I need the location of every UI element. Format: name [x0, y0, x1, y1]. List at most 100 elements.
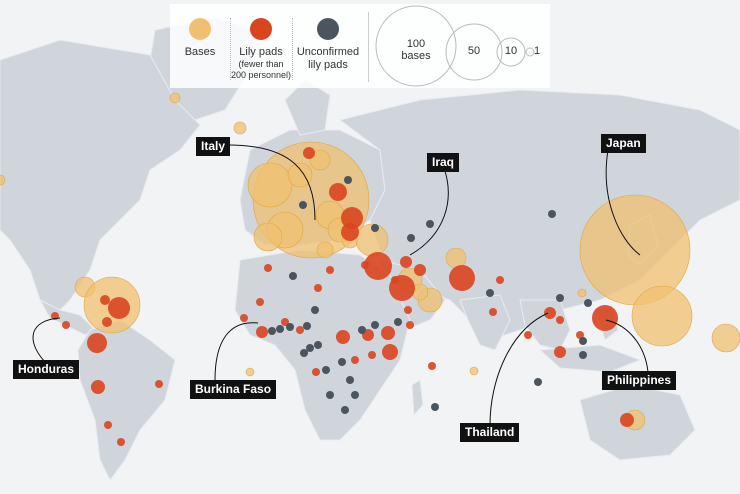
- label-honduras: Honduras: [13, 360, 80, 379]
- lily-pad-bubble: [524, 331, 532, 339]
- size-circle-1: [525, 47, 535, 57]
- unconfirmed-lily-pad-bubble: [303, 322, 311, 330]
- legend-separator: [230, 18, 231, 80]
- size-circle-10: [496, 37, 526, 67]
- size-label-50: 50: [467, 45, 481, 57]
- lily-pad-bubble: [303, 147, 315, 159]
- unconfirmed-lily-pad-bubble: [556, 294, 564, 302]
- unconfirmed-lily-pad-bubble: [306, 344, 314, 352]
- lily-pad-bubble: [382, 344, 398, 360]
- label-japan: Japan: [601, 134, 646, 153]
- size-label-10: 10: [504, 45, 518, 57]
- lily-pad-bubble: [449, 265, 475, 291]
- unconfirmed-lily-pad-bubble: [314, 341, 322, 349]
- lily-pad-bubble: [391, 276, 399, 284]
- base-bubble: [169, 92, 181, 104]
- lily-pad-bubble: [400, 256, 412, 268]
- base-bubble: [233, 121, 247, 135]
- japan-leader-line: [605, 149, 641, 256]
- legend-divider: [368, 12, 369, 82]
- thailand-leader-line: [489, 312, 549, 426]
- lily-pad-bubble: [104, 421, 112, 429]
- unconfirmed-lily-pad-bubble: [534, 378, 542, 386]
- unconfirmed-lily-pad-bubble: [286, 323, 294, 331]
- lily-pad-bubble: [620, 413, 634, 427]
- base-bubble: [247, 162, 293, 208]
- unconfirmed-lily-pad-bubble: [299, 201, 307, 209]
- legend-lily-pads: Lily pads (fewer than 200 personnel): [230, 4, 292, 81]
- southeast-asia: [519, 299, 571, 351]
- unconfirmed-lily-pad-bubble: [322, 366, 330, 374]
- lily-pad-bubble: [489, 308, 497, 316]
- base-bubble: [0, 174, 6, 186]
- legend-separator: [292, 18, 293, 80]
- unconfirmed-lily-pad-bubble: [407, 234, 415, 242]
- unconfirmed-lily-pad-bubble: [426, 220, 434, 228]
- legend-bases: Bases: [170, 4, 230, 59]
- unconfirmed-lily-pad-bubble: [268, 327, 276, 335]
- unconfirmed-lily-pad-bubble: [300, 349, 308, 357]
- philippines-leader-line: [605, 319, 649, 373]
- unconfirmed-swatch: [317, 18, 339, 40]
- lily-pad-bubble: [496, 276, 504, 284]
- lily-pad-bubble: [364, 252, 392, 280]
- lily-pad-bubble: [592, 305, 618, 331]
- unconfirmed-lily-pad-bubble: [338, 358, 346, 366]
- lily-pad-bubble: [368, 351, 376, 359]
- unconfirmed-lily-pad-bubble: [289, 272, 297, 280]
- unconfirmed-lily-pad-bubble: [326, 391, 334, 399]
- label-italy: Italy: [196, 137, 231, 156]
- lily-pad-bubble: [576, 331, 584, 339]
- unconfirmed-lily-pad-bubble: [486, 289, 494, 297]
- unconfirmed-lily-pad-bubble: [394, 318, 402, 326]
- base-bubble: [469, 366, 479, 376]
- unconfirmed-lily-pad-bubble: [276, 325, 284, 333]
- lily-pad-bubble: [62, 321, 70, 329]
- base-bubble: [253, 222, 283, 252]
- base-bubble: [309, 149, 331, 171]
- lily-pad-bubble: [556, 316, 564, 324]
- base-bubble: [316, 241, 334, 259]
- legend-unconfirmed-label1: Unconfirmed: [296, 46, 360, 58]
- base-bubble: [287, 162, 313, 188]
- label-philippines: Philippines: [602, 371, 677, 390]
- lily-pad-bubble: [256, 326, 268, 338]
- base-bubble: [245, 367, 255, 377]
- label-iraq: Iraq: [427, 153, 460, 172]
- italy-leader-line: [227, 144, 316, 221]
- lily-pad-bubble: [91, 380, 105, 394]
- lily-pad-bubble: [414, 264, 426, 276]
- lily-pad-bubble: [117, 438, 125, 446]
- north-america: [0, 39, 201, 316]
- lily-pad-bubble: [87, 333, 107, 353]
- bubbles-layer: [0, 92, 740, 446]
- size-label-1: 1: [533, 45, 541, 57]
- legend-unconfirmed-label2: lily pads: [308, 59, 348, 71]
- legend-lily-pads-label: Lily pads: [239, 46, 283, 58]
- unconfirmed-lily-pad-bubble: [548, 210, 556, 218]
- lily-pad-bubble: [336, 330, 350, 344]
- size-circle-50: [445, 23, 503, 81]
- lily-pad-bubble: [554, 346, 566, 358]
- unconfirmed-lily-pad-bubble: [358, 326, 366, 334]
- legend-unconfirmed: Unconfirmed lily pads: [292, 4, 364, 72]
- unconfirmed-lily-pad-bubble: [371, 224, 379, 232]
- bases-swatch: [189, 18, 211, 40]
- scandinavia: [284, 79, 331, 136]
- base-bubble: [631, 285, 693, 347]
- unconfirmed-lily-pad-bubble: [579, 351, 587, 359]
- label-thailand: Thailand: [460, 423, 520, 442]
- lily-pad-bubble: [351, 356, 359, 364]
- legend-lily-pads-sub1: (fewer than: [238, 59, 284, 69]
- iraq-leader-line: [409, 167, 449, 256]
- unconfirmed-lily-pad-bubble: [311, 306, 319, 314]
- unconfirmed-lily-pad-bubble: [344, 176, 352, 184]
- lily-pad-bubble: [100, 295, 110, 305]
- lily-pad-bubble: [326, 266, 334, 274]
- unconfirmed-lily-pad-bubble: [371, 321, 379, 329]
- unconfirmed-lily-pad-bubble: [341, 406, 349, 414]
- lily-pad-bubble: [256, 298, 264, 306]
- lily-pad-bubble: [341, 207, 363, 229]
